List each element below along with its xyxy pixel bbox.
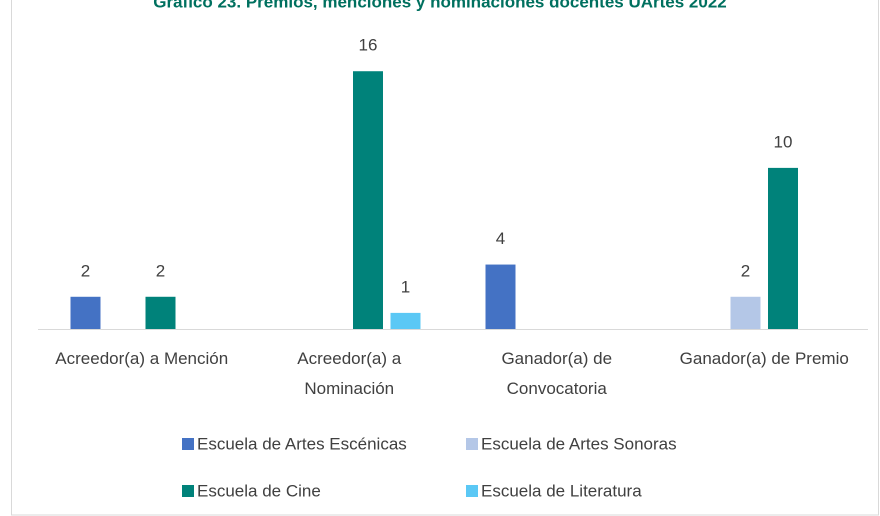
legend-label: Escuela de Cine xyxy=(197,481,321,500)
legend-label: Escuela de Literatura xyxy=(481,481,642,500)
data-label: 4 xyxy=(496,229,505,248)
x-tick-label: Acreedor(a) a Mención xyxy=(55,349,229,368)
legend-swatch xyxy=(182,438,194,450)
x-tick-label: Acreedor(a) a Nominación xyxy=(297,349,402,398)
x-tick-label: Ganador(a) de Premio xyxy=(679,349,849,368)
legend-label: Escuela de Artes Sonoras xyxy=(481,434,677,453)
bar xyxy=(353,71,383,329)
bar xyxy=(485,264,516,329)
legend-swatch xyxy=(466,438,478,450)
bar xyxy=(390,312,421,329)
data-label: 2 xyxy=(81,261,90,280)
legend-label: Escuela de Artes Escénicas xyxy=(197,434,407,453)
data-label: 10 xyxy=(774,132,793,151)
data-label: 2 xyxy=(741,261,750,280)
bar xyxy=(70,296,101,329)
legend-swatch xyxy=(182,485,194,497)
data-label: 1 xyxy=(401,277,410,296)
bar xyxy=(145,296,176,329)
bar xyxy=(730,296,761,329)
bar xyxy=(768,167,798,329)
chart-border xyxy=(11,0,879,516)
data-label: 2 xyxy=(156,261,165,280)
data-label: 16 xyxy=(359,36,378,55)
chart-title: Gráfico 23. Premios, menciones y nominac… xyxy=(153,0,727,11)
x-tick-label: Ganador(a) de Convocatoria xyxy=(501,349,613,398)
legend-swatch xyxy=(466,485,478,497)
